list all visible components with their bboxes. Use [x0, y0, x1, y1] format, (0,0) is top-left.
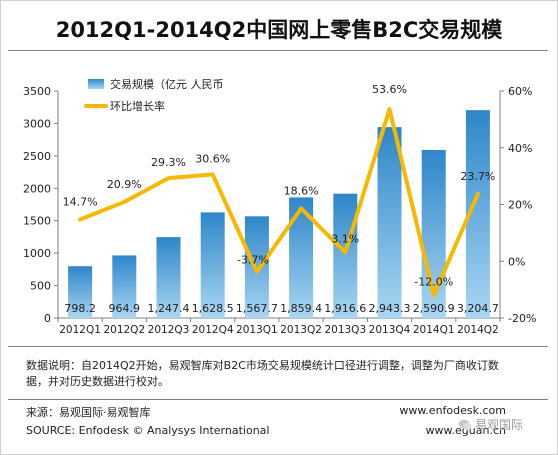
- watermark: 易观国际: [458, 416, 523, 433]
- y-right-tick-label: 20%: [508, 199, 532, 212]
- notes-divider: [8, 346, 548, 347]
- bar-value-label: 1,567.7: [236, 302, 278, 315]
- source-cn: 来源：易观国际·易观智库: [26, 406, 151, 419]
- y-left-tick-label: 0: [44, 312, 51, 325]
- y-left-tick-label: 3500: [23, 85, 51, 98]
- growth-value-label: 30.6%: [195, 152, 230, 165]
- x-tick-label: 2012Q1: [59, 324, 101, 336]
- x-tick-label: 2013Q4: [369, 324, 411, 336]
- bar-value-label: 1,247.4: [148, 302, 190, 315]
- bar-value-label: 798.2: [64, 302, 96, 315]
- y-right-tick-label: -20%: [508, 312, 536, 325]
- y-left-tick-label: 3000: [23, 117, 51, 130]
- growth-value-label: -3.7%: [237, 254, 269, 267]
- x-tick-label: 2012Q4: [192, 324, 234, 336]
- legend-line-label: 环比增长率: [110, 99, 165, 113]
- y-left-tick-label: 1000: [23, 247, 51, 260]
- source-en: SOURCE: Enfodesk © Analysys Internationa…: [26, 424, 270, 437]
- data-note: 数据说明：自2014Q2开始，易观智库对B2C市场交易规模统计口径进行调整，调整…: [26, 359, 499, 388]
- bar-value-label: 3,204.7: [457, 302, 499, 315]
- site-enfodesk: www.enfodesk.com: [399, 404, 506, 417]
- legend-bar-label: 交易规模（亿元 人民币: [110, 77, 224, 91]
- bar-value-label: 1,916.6: [324, 302, 366, 315]
- x-tick-label: 2012Q2: [103, 324, 145, 336]
- x-tick-label: 2014Q1: [413, 324, 455, 336]
- x-tick-label: 2013Q1: [236, 324, 278, 336]
- y-right-tick-label: 60%: [508, 85, 532, 98]
- bar: [156, 237, 181, 318]
- growth-value-label: 20.9%: [107, 178, 142, 191]
- growth-value-label: 53.6%: [372, 83, 407, 96]
- y-left-tick-label: 1500: [23, 215, 51, 228]
- y-right-tick-label: 0%: [508, 255, 525, 268]
- growth-value-label: 18.6%: [284, 184, 319, 197]
- bar: [112, 255, 137, 318]
- footer-divider: [8, 399, 548, 400]
- title-divider: [8, 50, 548, 51]
- growth-value-label: 23.7%: [460, 170, 495, 183]
- bar-value-label: 1,628.5: [192, 302, 234, 315]
- x-tick-label: 2014Q2: [457, 324, 499, 336]
- chart-title: 2012Q1-2014Q2中国网上零售B2C交易规模: [55, 18, 503, 42]
- growth-value-label: 3.1%: [331, 232, 359, 245]
- x-tick-label: 2012Q3: [148, 324, 190, 336]
- watermark-text: 易观国际: [475, 418, 524, 432]
- y-left-tick-label: 2500: [23, 150, 51, 163]
- x-tick-label: 2013Q3: [324, 324, 366, 336]
- bar-value-label: 964.9: [109, 302, 141, 315]
- chat-bubble-icon: [458, 419, 472, 431]
- bar: [68, 266, 93, 318]
- growth-line: [78, 107, 480, 298]
- x-tick-label: 2013Q2: [280, 324, 322, 336]
- bar: [200, 212, 225, 318]
- bar-value-label: 2,943.3: [369, 302, 411, 315]
- legend-bar-swatch: [88, 79, 104, 89]
- site-eguan: www.eguan.cn: [425, 424, 506, 437]
- growth-value-label: -12.0%: [414, 275, 453, 288]
- bar-value-label: 1,859.4: [280, 302, 322, 315]
- growth-value-label: 29.3%: [151, 156, 186, 169]
- bar: [377, 127, 402, 318]
- y-left-tick-label: 2000: [23, 182, 51, 195]
- bar: [333, 193, 358, 318]
- growth-value-label: 14.7%: [63, 196, 98, 209]
- y-left-tick-label: 500: [30, 280, 51, 293]
- y-right-tick-label: 40%: [508, 142, 532, 155]
- bar-value-label: 2,590.9: [413, 302, 455, 315]
